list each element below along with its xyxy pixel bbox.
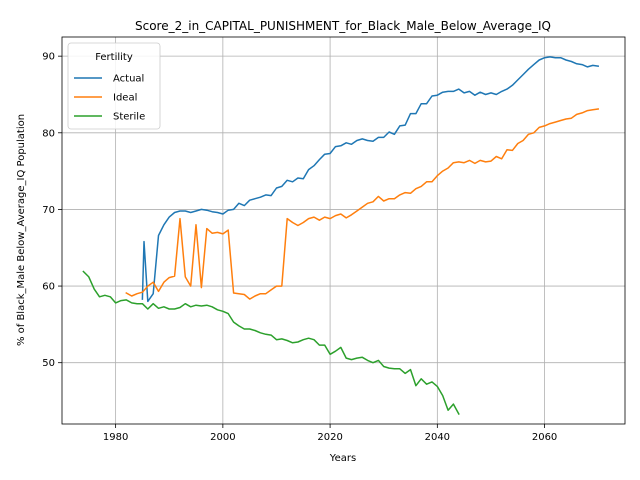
legend-label-actual: Actual (113, 74, 144, 85)
x-tick-label: 2020 (317, 432, 342, 443)
grid (62, 37, 625, 424)
legend-label-sterile: Sterile (113, 112, 145, 123)
x-tick-label: 2000 (210, 432, 235, 443)
axis-ticks: 1980 2000 2020 2040 2060 50 60 70 80 90 (42, 52, 557, 443)
legend-title: Fertility (95, 52, 133, 63)
y-tick-label: 70 (42, 205, 55, 216)
legend-label-ideal: Ideal (113, 93, 137, 104)
plot-frame (61, 36, 626, 425)
legend-box (67, 42, 161, 130)
y-tick-label: 50 (42, 358, 55, 369)
y-tick-label: 60 (42, 282, 55, 293)
y-tick-label: 80 (42, 128, 55, 139)
x-axis-label: Years (329, 453, 356, 464)
legend: Fertility Actual Ideal Sterile (67, 42, 161, 130)
x-tick-label: 2040 (425, 432, 450, 443)
chart-title: Score_2_in_CAPITAL_PUNISHMENT_for_Black_… (135, 19, 551, 33)
x-tick-label: 1980 (103, 432, 128, 443)
series-layer (82, 56, 600, 416)
y-tick-label: 90 (42, 52, 55, 63)
series-line-actual (141, 56, 600, 303)
x-tick-label: 2060 (532, 432, 557, 443)
series-line-ideal (125, 108, 600, 300)
series-line-sterile (82, 270, 460, 416)
y-axis-label: % of Black_Male Below_Average_IQ Populat… (16, 114, 27, 346)
